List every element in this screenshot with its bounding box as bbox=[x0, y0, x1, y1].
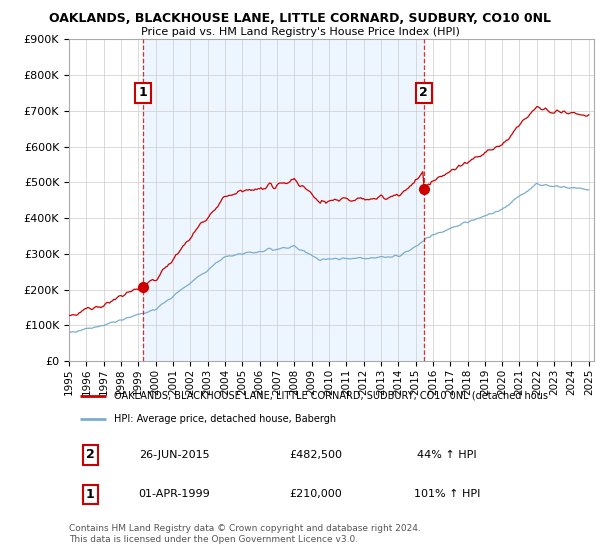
Text: 26-JUN-2015: 26-JUN-2015 bbox=[139, 450, 209, 460]
Bar bbox=[143, 39, 424, 361]
Text: OAKLANDS, BLACKHOUSE LANE, LITTLE CORNARD, SUDBURY, CO10 0NL: OAKLANDS, BLACKHOUSE LANE, LITTLE CORNAR… bbox=[49, 12, 551, 25]
Text: 2: 2 bbox=[86, 449, 94, 461]
Text: 44% ↑ HPI: 44% ↑ HPI bbox=[417, 450, 477, 460]
Text: Price paid vs. HM Land Registry's House Price Index (HPI): Price paid vs. HM Land Registry's House … bbox=[140, 27, 460, 37]
Text: 101% ↑ HPI: 101% ↑ HPI bbox=[414, 489, 480, 499]
Text: Contains HM Land Registry data © Crown copyright and database right 2024.: Contains HM Land Registry data © Crown c… bbox=[69, 524, 421, 533]
Text: HPI: Average price, detached house, Babergh: HPI: Average price, detached house, Babe… bbox=[113, 414, 336, 424]
Text: 1: 1 bbox=[138, 86, 147, 99]
Text: 01-APR-1999: 01-APR-1999 bbox=[138, 489, 210, 499]
Text: 2: 2 bbox=[419, 86, 428, 99]
Text: OAKLANDS, BLACKHOUSE LANE, LITTLE CORNARD, SUDBURY, CO10 0NL (detached hous: OAKLANDS, BLACKHOUSE LANE, LITTLE CORNAR… bbox=[113, 391, 548, 401]
Text: This data is licensed under the Open Government Licence v3.0.: This data is licensed under the Open Gov… bbox=[69, 535, 358, 544]
Text: £210,000: £210,000 bbox=[289, 489, 342, 499]
Text: £482,500: £482,500 bbox=[289, 450, 342, 460]
Text: 1: 1 bbox=[86, 488, 94, 501]
